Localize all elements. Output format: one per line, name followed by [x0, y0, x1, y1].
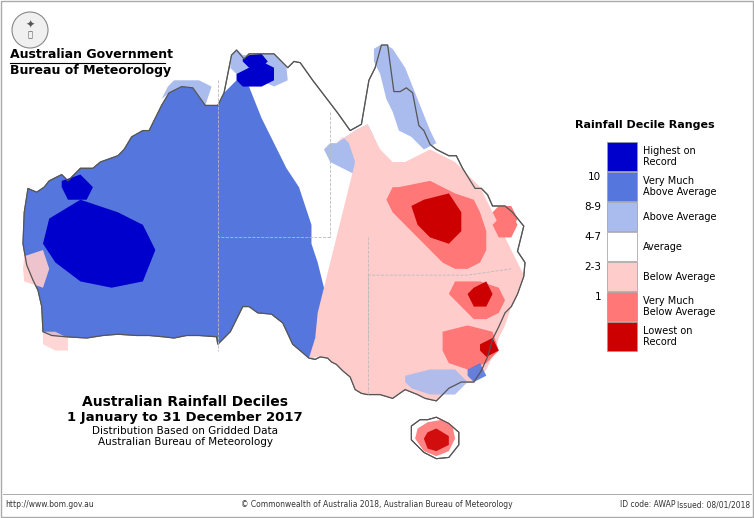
Text: Very Much
Above Average: Very Much Above Average [643, 176, 716, 197]
Polygon shape [374, 45, 437, 149]
Circle shape [12, 12, 48, 48]
Polygon shape [243, 54, 268, 68]
Polygon shape [449, 281, 505, 319]
Text: Rainfall Decile Ranges: Rainfall Decile Ranges [575, 120, 715, 130]
Text: 8-9: 8-9 [584, 202, 601, 212]
Bar [607, 322, 637, 351]
Text: Below Average: Below Average [643, 271, 716, 281]
Bar [607, 292, 637, 321]
Text: Above Average: Above Average [643, 211, 716, 222]
Polygon shape [23, 80, 330, 358]
Bar [607, 142, 637, 171]
Text: Australian Government: Australian Government [10, 48, 173, 61]
Text: 🦘: 🦘 [27, 31, 32, 39]
Polygon shape [230, 49, 288, 87]
Text: 1: 1 [594, 292, 601, 302]
Polygon shape [424, 428, 449, 451]
Bar [607, 172, 637, 201]
Bar [607, 202, 637, 231]
Text: Bureau of Meteorology: Bureau of Meteorology [10, 64, 171, 77]
Text: Very Much
Below Average: Very Much Below Average [643, 296, 716, 318]
Text: Average: Average [643, 241, 683, 252]
Text: ID code: AWAP: ID code: AWAP [620, 500, 676, 509]
Text: Australian Bureau of Meteorology: Australian Bureau of Meteorology [97, 437, 272, 447]
Bar [607, 262, 637, 291]
Polygon shape [492, 206, 517, 231]
Polygon shape [62, 175, 93, 200]
Polygon shape [237, 62, 274, 87]
Polygon shape [480, 338, 499, 357]
Polygon shape [412, 417, 459, 458]
Polygon shape [23, 250, 49, 287]
Polygon shape [386, 181, 486, 269]
Polygon shape [43, 200, 155, 287]
Polygon shape [309, 124, 524, 401]
Polygon shape [324, 124, 374, 175]
Polygon shape [467, 281, 492, 307]
Text: 2-3: 2-3 [584, 262, 601, 272]
Text: Lowest on
Record: Lowest on Record [643, 326, 692, 347]
Text: 1 January to 31 December 2017: 1 January to 31 December 2017 [67, 411, 303, 424]
Polygon shape [492, 212, 517, 237]
Polygon shape [405, 369, 467, 395]
Text: Distribution Based on Gridded Data: Distribution Based on Gridded Data [92, 426, 278, 436]
Text: http://www.bom.gov.au: http://www.bom.gov.au [5, 500, 93, 509]
Bar [607, 232, 637, 261]
Text: © Commonwealth of Australia 2018, Australian Bureau of Meteorology: © Commonwealth of Australia 2018, Austra… [241, 500, 513, 509]
Polygon shape [443, 325, 499, 369]
Text: 10: 10 [588, 172, 601, 182]
Text: 4-7: 4-7 [584, 232, 601, 242]
Text: Australian Rainfall Deciles: Australian Rainfall Deciles [82, 395, 288, 409]
Text: ✦: ✦ [26, 20, 35, 30]
Polygon shape [43, 332, 68, 351]
Polygon shape [412, 193, 461, 243]
Polygon shape [415, 420, 455, 456]
Polygon shape [23, 45, 525, 401]
Polygon shape [467, 363, 486, 382]
Polygon shape [161, 80, 212, 106]
Text: Highest on
Record: Highest on Record [643, 146, 696, 167]
Text: Issued: 08/01/2018: Issued: 08/01/2018 [677, 500, 750, 509]
